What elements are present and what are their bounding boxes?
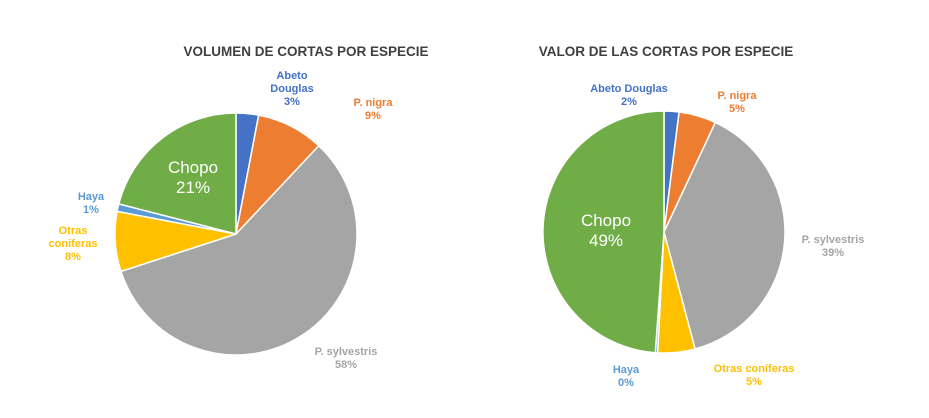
slice-label-haya: Haya 1% bbox=[78, 191, 105, 216]
slice-label-p-nigra: P. nigra 9% bbox=[354, 97, 394, 122]
slice-label-otras-coniferas: Otras coníferas 5% bbox=[714, 363, 795, 388]
pie-slice-p-sylvestris bbox=[663, 121, 786, 350]
pie-slice-p-sylvestris bbox=[120, 145, 358, 356]
pie-slice-chopo bbox=[118, 112, 237, 235]
slice-label-p-sylvestris: P. sylvestris 58% bbox=[315, 346, 378, 371]
slice-label-abeto-douglas: Abeto Douglas 3% bbox=[270, 70, 313, 108]
slice-label-chopo: Chopo 49% bbox=[581, 211, 631, 250]
chart-title-volume: VOLUMEN DE CORTAS POR ESPECIE bbox=[183, 44, 428, 59]
slice-label-haya: Haya 0% bbox=[613, 364, 640, 389]
chart-title-value: VALOR DE LAS CORTAS POR ESPECIE bbox=[539, 44, 794, 59]
pie-slice-chopo bbox=[542, 110, 665, 354]
value-pie-chart: VALOR DE LAS CORTAS POR ESPECIE Abeto Do… bbox=[539, 44, 865, 389]
slice-label-abeto-douglas: Abeto Douglas 2% bbox=[590, 83, 668, 108]
slice-label-otras-coniferas: Otras coniferas 8% bbox=[49, 225, 98, 263]
volume-pie-chart: VOLUMEN DE CORTAS POR ESPECIE Abeto Dougl… bbox=[49, 44, 429, 371]
slice-label-p-nigra: P. nigra 5% bbox=[718, 90, 758, 115]
slice-label-chopo: Chopo 21% bbox=[168, 158, 218, 197]
slice-label-p-sylvestris: P. sylvestris 39% bbox=[802, 234, 865, 259]
